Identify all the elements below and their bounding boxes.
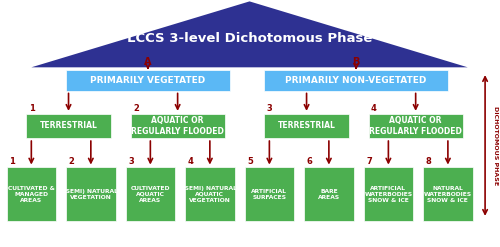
Text: PRIMARILY NON-VEGETATED: PRIMARILY NON-VEGETATED: [286, 76, 427, 85]
Text: 2: 2: [133, 103, 139, 113]
Text: 1: 1: [29, 103, 34, 113]
Text: 1: 1: [9, 157, 15, 166]
Text: 8: 8: [426, 157, 432, 166]
Text: 2: 2: [68, 157, 74, 166]
Text: 3: 3: [128, 157, 134, 166]
Text: B: B: [352, 57, 360, 67]
FancyBboxPatch shape: [368, 114, 463, 138]
FancyBboxPatch shape: [66, 167, 116, 221]
Text: 4: 4: [371, 103, 377, 113]
FancyBboxPatch shape: [423, 167, 472, 221]
Text: TERRESTRIAL: TERRESTRIAL: [278, 122, 336, 130]
FancyBboxPatch shape: [6, 167, 56, 221]
Text: (SEMI) NATURAL
AQUATIC
VEGETATION: (SEMI) NATURAL AQUATIC VEGETATION: [182, 186, 238, 203]
Text: 5: 5: [247, 157, 253, 166]
Text: CULTIVATED &
MANAGED
AREAS: CULTIVATED & MANAGED AREAS: [8, 186, 55, 203]
Text: 7: 7: [366, 157, 372, 166]
Text: A: A: [144, 57, 152, 67]
Text: BARE
AREAS: BARE AREAS: [318, 189, 340, 200]
FancyBboxPatch shape: [126, 167, 175, 221]
Text: (SEMI) NATURAL
VEGETATION: (SEMI) NATURAL VEGETATION: [64, 189, 118, 200]
FancyBboxPatch shape: [66, 70, 230, 91]
Text: CULTIVATED
AQUATIC
AREAS: CULTIVATED AQUATIC AREAS: [130, 186, 170, 203]
Text: LCCS 3-level Dichotomous Phase: LCCS 3-level Dichotomous Phase: [127, 32, 372, 44]
Text: ARTIFICIAL
WATERBODIES
SNOW & ICE: ARTIFICIAL WATERBODIES SNOW & ICE: [364, 186, 412, 203]
FancyBboxPatch shape: [304, 167, 354, 221]
Text: TERRESTRIAL: TERRESTRIAL: [40, 122, 98, 130]
Text: ARTIFICIAL
SURFACES: ARTIFICIAL SURFACES: [252, 189, 288, 200]
Text: PRIMARILY VEGETATED: PRIMARILY VEGETATED: [90, 76, 206, 85]
FancyBboxPatch shape: [264, 114, 348, 138]
FancyBboxPatch shape: [26, 114, 110, 138]
Polygon shape: [32, 1, 468, 67]
Text: NATURAL
WATERBODIES
SNOW & ICE: NATURAL WATERBODIES SNOW & ICE: [424, 186, 472, 203]
FancyBboxPatch shape: [264, 70, 448, 91]
FancyBboxPatch shape: [185, 167, 234, 221]
Text: 6: 6: [306, 157, 312, 166]
FancyBboxPatch shape: [130, 114, 224, 138]
FancyBboxPatch shape: [364, 167, 413, 221]
FancyBboxPatch shape: [244, 167, 294, 221]
Text: 3: 3: [267, 103, 272, 113]
Text: AQUATIC OR
REGULARLY FLOODED: AQUATIC OR REGULARLY FLOODED: [131, 116, 224, 136]
Text: AQUATIC OR
REGULARLY FLOODED: AQUATIC OR REGULARLY FLOODED: [369, 116, 462, 136]
Text: DICHOTOMOUS PHASE: DICHOTOMOUS PHASE: [492, 106, 498, 185]
Text: 4: 4: [188, 157, 194, 166]
